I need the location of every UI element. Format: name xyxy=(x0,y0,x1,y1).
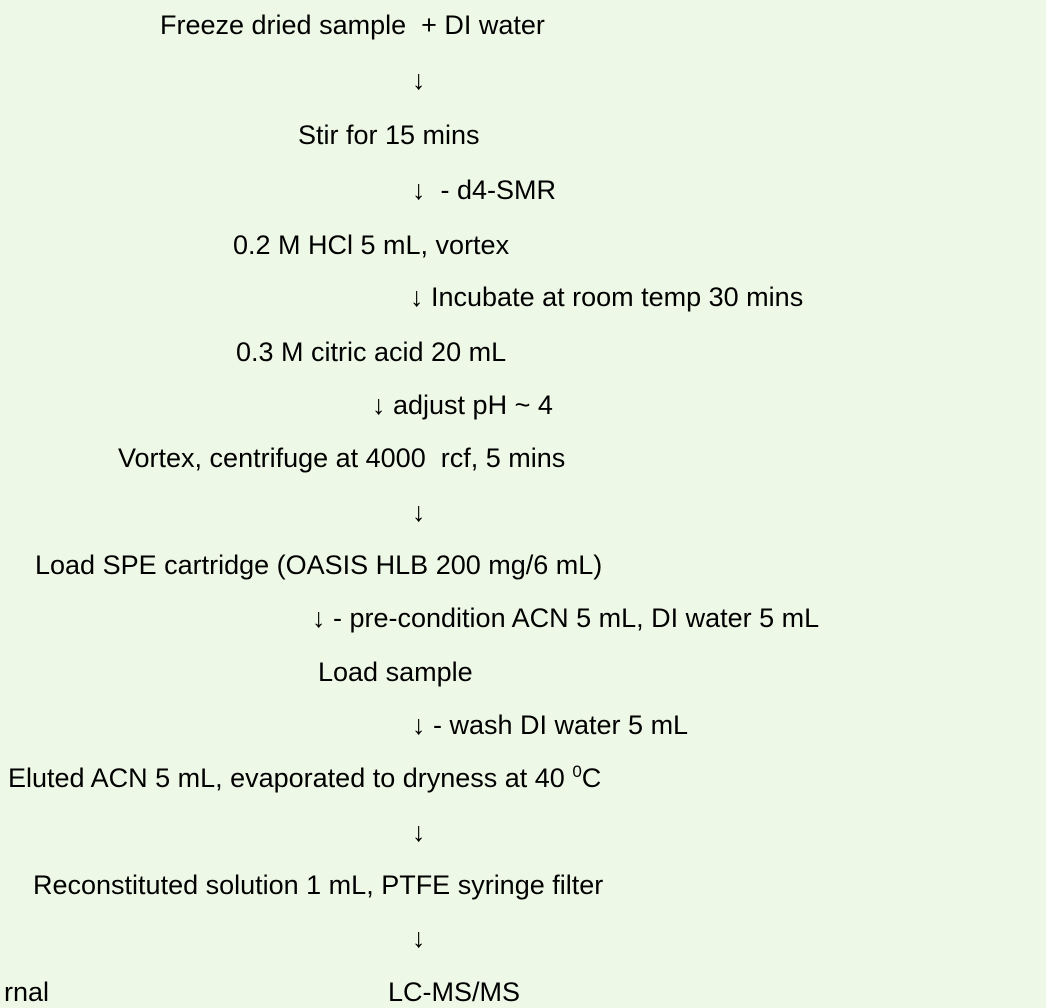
step-label: rnal xyxy=(4,977,50,1007)
step-label: LC-MS/MS xyxy=(388,977,521,1007)
step-text: 0.3 M citric acid 20 mL xyxy=(236,336,506,368)
step-label: ↓ Incubate at room temp 30 mins xyxy=(410,282,804,312)
step-label: Load sample xyxy=(318,657,473,687)
step-label: ↓ xyxy=(412,817,426,847)
step-text: LC-MS/MS xyxy=(388,976,520,1008)
step-text: Reconstituted solution 1 mL, PTFE syring… xyxy=(33,869,603,901)
step-label: Stir for 15 mins xyxy=(298,120,480,150)
step-text: Load SPE cartridge (OASIS HLB 200 mg/6 m… xyxy=(35,549,602,581)
step-label-end: C xyxy=(581,763,602,793)
step-label: Reconstituted solution 1 mL, PTFE syring… xyxy=(33,870,604,900)
step-label: Load SPE cartridge (OASIS HLB 200 mg/6 m… xyxy=(35,550,603,580)
arrow-step: ↓ xyxy=(412,922,426,954)
arrow-step: ↓ xyxy=(412,496,426,528)
step-text: rnal xyxy=(4,976,49,1008)
step-text: Eluted ACN 5 mL, evaporated to dryness a… xyxy=(8,762,601,794)
step-text: Stir for 15 mins xyxy=(298,119,480,151)
step-label: ↓ - pre-condition ACN 5 mL, DI water 5 m… xyxy=(312,603,820,633)
step-text: Vortex, centrifuge at 4000 rcf, 5 mins xyxy=(118,442,565,474)
step-label: ↓ adjust pH ~ 4 xyxy=(372,390,553,420)
step-label: ↓ - d4-SMR xyxy=(412,175,557,205)
arrow-step: ↓ xyxy=(412,64,426,96)
step-text: 0.2 M HCl 5 mL, vortex xyxy=(233,229,509,261)
step-label: Eluted ACN 5 mL, evaporated to dryness a… xyxy=(8,763,573,793)
superscript: 0 xyxy=(572,762,582,781)
step-label: 0.2 M HCl 5 mL, vortex xyxy=(233,230,510,260)
step-text: Load sample xyxy=(318,656,473,688)
arrow-step: ↓ xyxy=(412,816,426,848)
arrow-step: ↓ - d4-SMR xyxy=(412,174,556,206)
step-label: ↓ xyxy=(412,497,426,527)
step-label: 0.3 M citric acid 20 mL xyxy=(236,337,507,367)
step-label: ↓ xyxy=(412,923,426,953)
step-label: ↓ xyxy=(412,65,426,95)
arrow-step: ↓ - pre-condition ACN 5 mL, DI water 5 m… xyxy=(312,602,819,634)
step-label: ↓ - wash DI water 5 mL xyxy=(412,710,689,740)
arrow-step: ↓ adjust pH ~ 4 xyxy=(372,389,553,421)
step-label: Vortex, centrifuge at 4000 rcf, 5 mins xyxy=(118,443,566,473)
arrow-step: ↓ Incubate at room temp 30 mins xyxy=(410,281,803,313)
step-text: Freeze dried sample + DI water xyxy=(160,9,545,41)
step-label: Freeze dried sample + DI water xyxy=(160,10,545,40)
arrow-step: ↓ - wash DI water 5 mL xyxy=(412,709,688,741)
